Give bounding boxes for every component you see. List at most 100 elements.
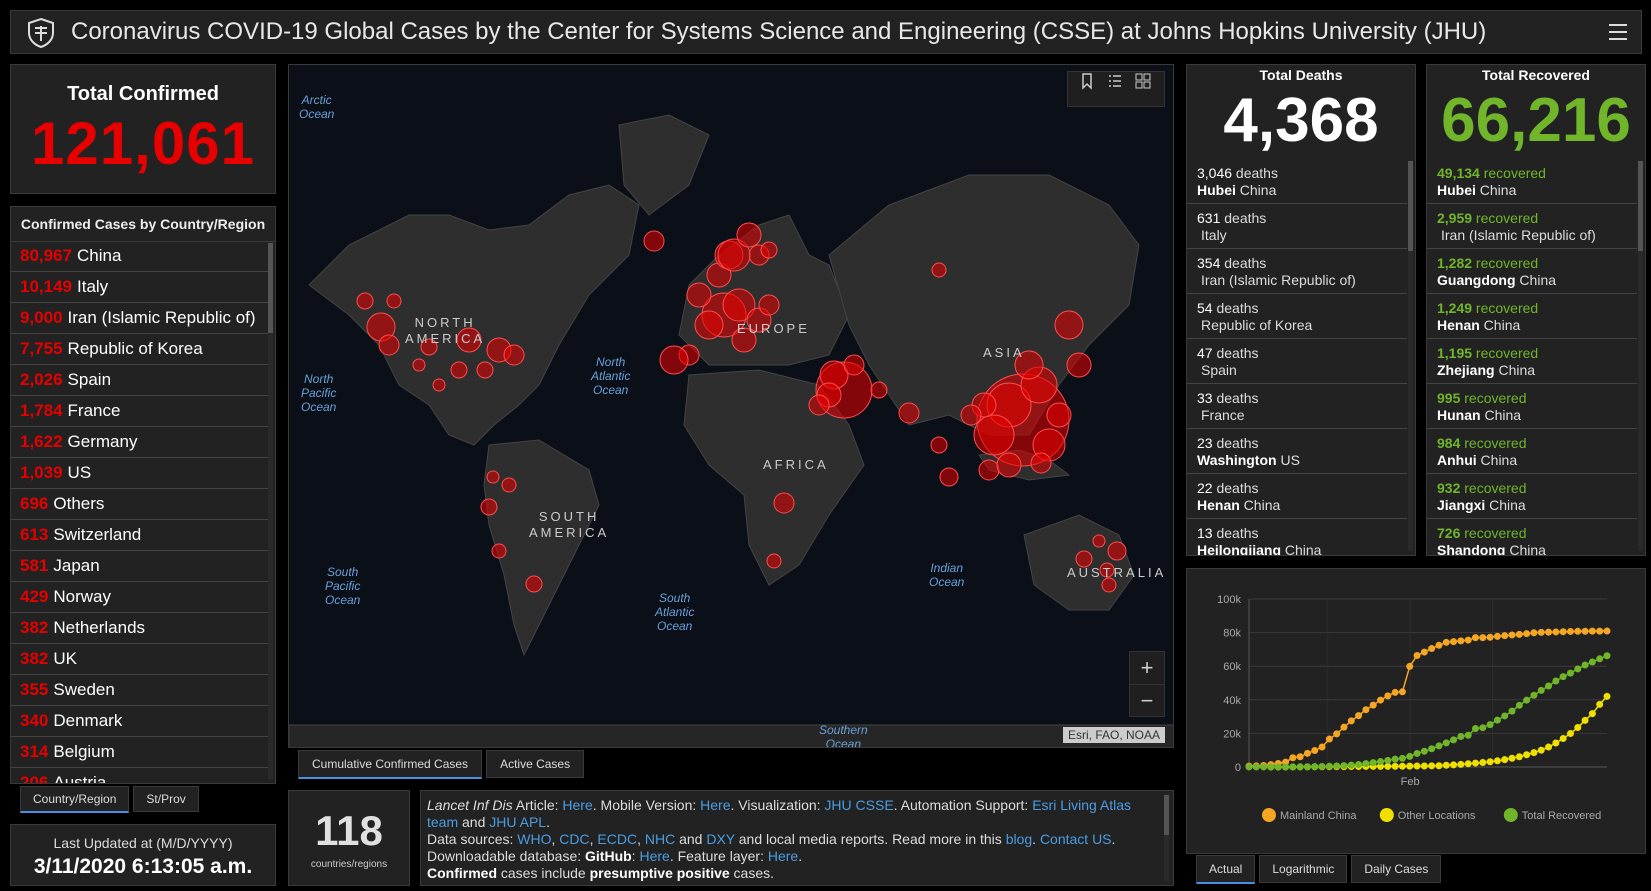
data-point[interactable] bbox=[1603, 692, 1611, 700]
data-point[interactable] bbox=[1413, 749, 1421, 757]
data-point[interactable] bbox=[1406, 752, 1414, 760]
data-point[interactable] bbox=[1471, 759, 1479, 767]
link-contact-us[interactable]: Contact US bbox=[1039, 831, 1112, 847]
data-point[interactable] bbox=[1471, 634, 1479, 642]
data-point[interactable] bbox=[1588, 710, 1596, 718]
recovered-row[interactable]: 932 recovered Jiangxi China bbox=[1427, 474, 1637, 519]
case-bubble[interactable] bbox=[996, 452, 1022, 478]
tab-active-cases[interactable]: Active Cases bbox=[486, 750, 585, 778]
data-point[interactable] bbox=[1274, 763, 1282, 771]
hamburger-menu-icon[interactable] bbox=[1609, 24, 1627, 40]
country-row[interactable]: 382 Netherlands bbox=[11, 613, 269, 644]
case-bubble[interactable] bbox=[1046, 402, 1072, 428]
country-row[interactable]: 613 Switzerland bbox=[11, 520, 269, 551]
data-point[interactable] bbox=[1398, 688, 1406, 696]
data-point[interactable] bbox=[1552, 628, 1560, 636]
deaths-row[interactable]: 47 deaths Spain bbox=[1187, 339, 1407, 384]
basemap-gallery-icon[interactable] bbox=[1134, 72, 1152, 90]
country-row[interactable]: 382 UK bbox=[11, 644, 269, 675]
data-point[interactable] bbox=[1537, 628, 1545, 636]
case-bubble[interactable] bbox=[736, 222, 762, 248]
data-point[interactable] bbox=[1515, 753, 1523, 761]
data-point[interactable] bbox=[1486, 633, 1494, 641]
case-bubble[interactable] bbox=[686, 282, 712, 308]
data-point[interactable] bbox=[1581, 661, 1589, 669]
data-point[interactable] bbox=[1464, 760, 1472, 768]
data-point[interactable] bbox=[1413, 762, 1421, 770]
data-point[interactable] bbox=[1464, 636, 1472, 644]
data-point[interactable] bbox=[1442, 638, 1450, 646]
data-point[interactable] bbox=[1486, 758, 1494, 766]
case-bubble[interactable] bbox=[870, 381, 888, 399]
scroll-thumb[interactable] bbox=[1408, 161, 1413, 251]
data-point[interactable] bbox=[1377, 758, 1385, 766]
tab-country-region[interactable]: Country/Region bbox=[20, 786, 130, 813]
recovered-row[interactable]: 726 recovered Shandong China bbox=[1427, 519, 1637, 555]
country-row[interactable]: 429 Norway bbox=[11, 582, 269, 613]
link-feature-layer-here[interactable]: Here bbox=[767, 848, 799, 864]
deaths-scrollbar[interactable] bbox=[1408, 161, 1413, 551]
data-point[interactable] bbox=[1530, 691, 1538, 699]
data-point[interactable] bbox=[1523, 751, 1531, 759]
country-row[interactable]: 1,784 France bbox=[11, 396, 269, 427]
case-bubble[interactable] bbox=[386, 293, 402, 309]
data-point[interactable] bbox=[1501, 632, 1509, 640]
data-point[interactable] bbox=[1369, 759, 1377, 767]
deaths-row[interactable]: 631 deaths Italy bbox=[1187, 204, 1407, 249]
deaths-row[interactable]: 354 deaths Iran (Islamic Republic of) bbox=[1187, 249, 1407, 294]
case-bubble[interactable] bbox=[476, 361, 494, 379]
case-bubble[interactable] bbox=[1030, 452, 1052, 474]
data-point[interactable] bbox=[1493, 716, 1501, 724]
case-bubble[interactable] bbox=[503, 344, 525, 366]
data-point[interactable] bbox=[1515, 701, 1523, 709]
case-bubble[interactable] bbox=[412, 358, 426, 372]
data-point[interactable] bbox=[1282, 763, 1290, 771]
case-bubble[interactable] bbox=[978, 459, 1000, 481]
data-point[interactable] bbox=[1340, 723, 1348, 731]
case-bubble[interactable] bbox=[1066, 352, 1092, 378]
country-row[interactable]: 340 Denmark bbox=[11, 706, 269, 737]
case-bubble[interactable] bbox=[773, 492, 795, 514]
case-bubble[interactable] bbox=[808, 394, 830, 416]
data-point[interactable] bbox=[1428, 745, 1436, 753]
data-point[interactable] bbox=[1311, 747, 1319, 755]
data-point[interactable] bbox=[1471, 725, 1479, 733]
case-bubble[interactable] bbox=[1092, 534, 1106, 548]
country-row[interactable]: 1,039 US bbox=[11, 458, 269, 489]
data-point[interactable] bbox=[1391, 688, 1399, 696]
country-row[interactable]: 10,149 Italy bbox=[11, 272, 269, 303]
country-list-scrollbar[interactable] bbox=[268, 243, 273, 779]
list-icon[interactable] bbox=[1106, 72, 1124, 90]
data-point[interactable] bbox=[1428, 645, 1436, 653]
case-bubble[interactable] bbox=[480, 498, 498, 516]
recovered-row[interactable]: 49,134 recovered Hubei China bbox=[1427, 159, 1637, 204]
case-bubble[interactable] bbox=[1054, 310, 1084, 340]
case-bubble[interactable] bbox=[1014, 350, 1044, 380]
case-bubble[interactable] bbox=[960, 404, 982, 426]
data-point[interactable] bbox=[1559, 734, 1567, 742]
data-point[interactable] bbox=[1545, 743, 1553, 751]
data-point[interactable] bbox=[1325, 762, 1333, 770]
case-bubble[interactable] bbox=[525, 575, 543, 593]
data-point[interactable] bbox=[1325, 735, 1333, 743]
link-jhu-csse[interactable]: JHU CSSE bbox=[824, 797, 894, 813]
data-point[interactable] bbox=[1296, 753, 1304, 761]
country-row[interactable]: 355 Sweden bbox=[11, 675, 269, 706]
tab-actual[interactable]: Actual bbox=[1196, 855, 1256, 884]
data-point[interactable] bbox=[1355, 761, 1363, 769]
data-point[interactable] bbox=[1603, 627, 1611, 635]
data-point[interactable] bbox=[1486, 721, 1494, 729]
data-point[interactable] bbox=[1596, 655, 1604, 663]
data-point[interactable] bbox=[1355, 712, 1363, 720]
data-point[interactable] bbox=[1391, 762, 1399, 770]
data-point[interactable] bbox=[1384, 692, 1392, 700]
data-point[interactable] bbox=[1347, 761, 1355, 769]
case-bubble[interactable] bbox=[456, 327, 482, 353]
link-who[interactable]: WHO bbox=[517, 831, 552, 847]
country-row[interactable]: 2,026 Spain bbox=[11, 365, 269, 396]
case-bubble[interactable] bbox=[659, 345, 689, 375]
data-point[interactable] bbox=[1435, 742, 1443, 750]
data-point[interactable] bbox=[1252, 763, 1260, 771]
data-point[interactable] bbox=[1588, 658, 1596, 666]
case-bubble[interactable] bbox=[898, 402, 920, 424]
